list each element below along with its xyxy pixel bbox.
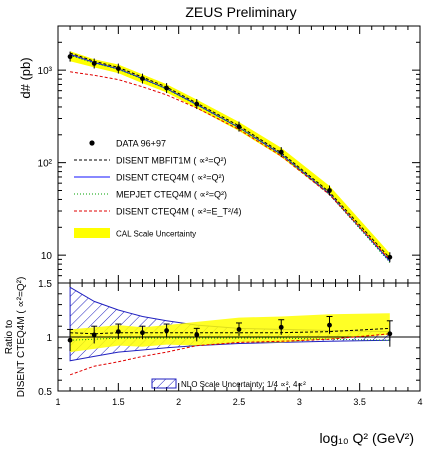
ratio-series-line-0: [70, 327, 390, 335]
legend-swatch-cal: [74, 228, 110, 238]
data-point: [115, 66, 121, 71]
series-line-0: [69, 52, 391, 259]
ratio-series-line-2: [69, 333, 390, 376]
upper-y-axis-label: d# (pb): [18, 57, 33, 98]
legend-label-3: MEPJET CTEQ4M ( ∝²=Q²): [116, 190, 227, 200]
series-line-3: [70, 71, 391, 261]
lower-y-axis-label-line-2: DISENT CTEQ4M ( ∝²=Q²): [16, 277, 27, 398]
data-point: [194, 101, 200, 107]
lower-y-tick-label-0: 0.5: [38, 387, 52, 398]
x-tick-label-2: 2: [176, 397, 181, 407]
upper-y-tick-label-1: 10²: [38, 159, 53, 170]
x-tick-label-0: 1: [55, 397, 60, 407]
data-point: [278, 149, 284, 155]
data-point: [91, 61, 97, 66]
lower-y-axis-label-line-1: Ratio to: [4, 319, 15, 354]
lower-data-points: [67, 315, 393, 352]
legend-label-5: CAL Scale Uncertainty: [116, 230, 196, 239]
upper-panel: 10 10² 10³ d# (pb) DATA 96+97 DISENT MBFIT1…: [18, 25, 421, 284]
upper-series: [69, 52, 391, 263]
data-point: [67, 54, 73, 60]
upper-y-tick-label-2: 10³: [38, 66, 53, 77]
chart-title: ZEUS Preliminary: [185, 4, 296, 20]
data-point: [387, 254, 393, 260]
x-axis-label: log₁₀ Q² (GeV²): [319, 430, 414, 446]
x-tick-label-1: 1.5: [112, 397, 125, 407]
nlo-legend-swatch: [151, 378, 177, 389]
ratio-data-point: [278, 324, 284, 330]
x-tick-label-5: 3.5: [353, 397, 366, 407]
series-line-1: [69, 53, 391, 262]
legend-label-2: DISENT CTEQ4M ( ∝²=Q²): [116, 173, 225, 183]
lower-y-tick-label-2: 1.5: [38, 279, 52, 290]
nlo-legend: NLO Scale Uncertainty: 1/4 ∝², 4∝²: [151, 378, 306, 389]
ratio-data-point: [115, 329, 121, 334]
legend-label-0: DATA 96+97: [116, 139, 166, 149]
ratio-data-point: [194, 332, 200, 338]
ratio-data-point: [387, 331, 393, 337]
ratio-data-point: [140, 330, 145, 336]
ratio-data-point: [67, 337, 73, 343]
x-tick-label-3: 2.5: [233, 397, 246, 407]
data-point: [140, 76, 145, 82]
x-tick-label-6: 4: [417, 397, 422, 407]
legend-label-4: DISENT CTEQ4M ( ∝²=E_T²/4): [116, 207, 242, 217]
ratio-series-line-1: [70, 337, 390, 341]
lower-y-tick-label-1: 1: [46, 333, 52, 344]
cal-ratio-band: [70, 313, 390, 353]
ratio-data-point: [91, 332, 97, 338]
ratio-data-point: [327, 322, 332, 328]
ratio-data-point: [164, 328, 170, 333]
legend-label-1: DISENT MBFIT1M ( ∝²=Q²): [116, 156, 227, 166]
upper-ticks: [57, 25, 421, 284]
upper-data-points: [67, 51, 393, 263]
ratio-data-point: [236, 327, 242, 332]
lower-y-tick-labels: 0.5 1 1.5: [38, 279, 52, 398]
data-point: [236, 124, 242, 130]
lower-panel: 0.511.5 1 1.5 2 2.5 3 3.5 4 Ratio to DISENT CT…: [4, 277, 423, 446]
nlo-legend-label: NLO Scale Uncertainty: 1/4 ∝², 4∝²: [181, 380, 306, 389]
x-tick-label-4: 3: [297, 397, 302, 407]
x-tick-labels: 1 1.5 2 2.5 3 3.5 4: [55, 397, 422, 407]
data-point: [164, 85, 170, 91]
upper-y-tick-labels: 10 10² 10³: [38, 66, 53, 262]
upper-y-tick-label-0: 10: [41, 251, 53, 262]
legend: DATA 96+97 DISENT MBFIT1M ( ∝²=Q²) DISENT …: [74, 139, 242, 239]
legend-marker-data: [89, 140, 95, 146]
data-point: [327, 188, 332, 193]
